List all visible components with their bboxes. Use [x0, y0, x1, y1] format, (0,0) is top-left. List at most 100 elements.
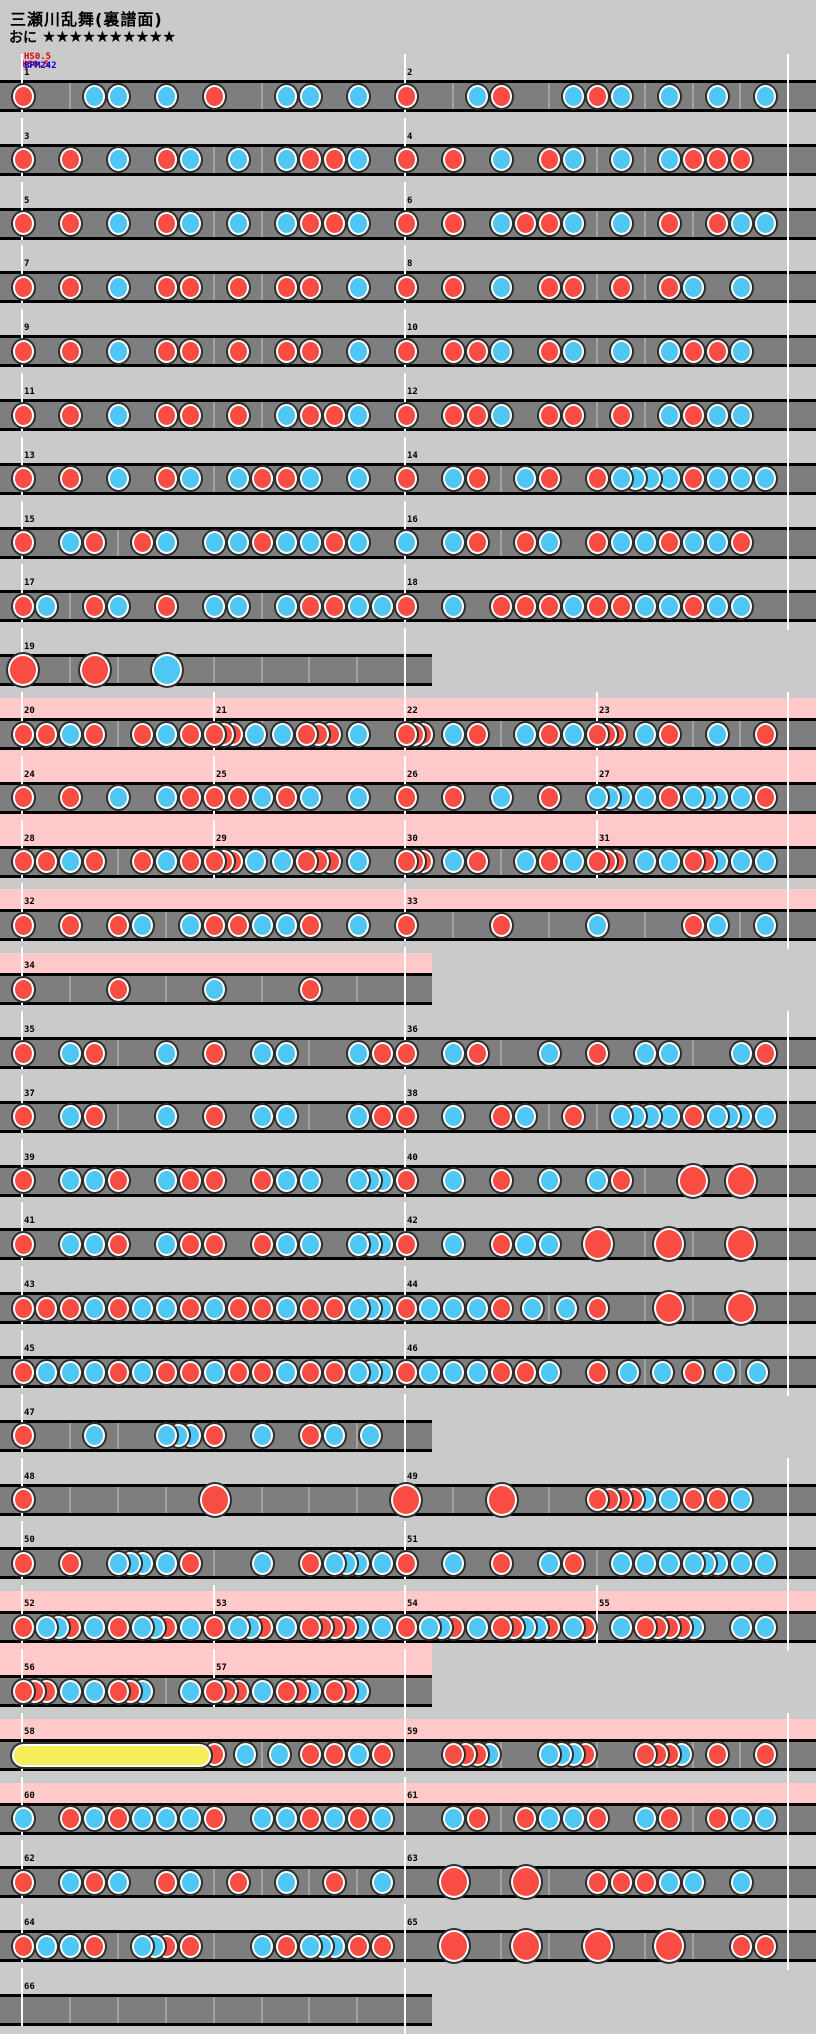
measure-number: 2 [407, 68, 413, 78]
don-note [108, 1169, 129, 1192]
ka-note [156, 85, 177, 108]
ka-note [108, 276, 129, 299]
measure-line [21, 181, 23, 240]
ka-note [156, 1552, 177, 1575]
ka-note [618, 1361, 639, 1384]
don-note [180, 340, 201, 363]
ka-note [587, 786, 608, 809]
don-note [180, 1297, 201, 1320]
ka-note [156, 723, 177, 746]
ka-note [755, 850, 776, 873]
don-note [515, 531, 536, 554]
ka-note [652, 1361, 673, 1384]
cell-line [500, 1933, 502, 1960]
cell-line [596, 1103, 598, 1130]
measure-line [404, 1776, 406, 1835]
cell-line [213, 210, 215, 237]
don-note [300, 978, 321, 1001]
don-note [396, 1297, 417, 1320]
cell-line [644, 912, 646, 939]
ka-note [324, 1807, 345, 1830]
big-don-note [80, 654, 110, 686]
measure-line [21, 1649, 23, 1707]
measure-line [404, 755, 406, 814]
ka-note [348, 1361, 369, 1384]
cell-line [213, 1550, 215, 1577]
measure-bar [0, 1994, 432, 2026]
ka-note [707, 85, 728, 108]
ka-note [683, 1552, 704, 1575]
ka-note [372, 595, 393, 618]
ka-note [269, 1743, 290, 1766]
ka-note [156, 1105, 177, 1128]
don-note [539, 340, 560, 363]
measure-line [596, 819, 598, 878]
measure-number: 16 [407, 514, 418, 525]
ka-note [300, 1169, 321, 1192]
ka-note [683, 1871, 704, 1894]
measure-line [21, 819, 23, 878]
ka-note [276, 404, 297, 427]
ka-note [755, 85, 776, 108]
cell-line [500, 529, 502, 556]
cell-line [644, 1295, 646, 1322]
measure-end-line [787, 1521, 789, 1588]
measure-number: 15 [24, 514, 35, 525]
cell-line [213, 1933, 215, 1960]
don-note [276, 1680, 297, 1703]
measure-bar [0, 654, 432, 687]
don-note [396, 467, 417, 490]
cell-line [117, 1997, 119, 2023]
ka-note [683, 531, 704, 554]
don-note [60, 276, 81, 299]
ka-note [84, 1424, 105, 1447]
ka-note [443, 723, 464, 746]
ka-note [563, 595, 584, 618]
cell-line [165, 912, 167, 939]
measure-end-line [787, 500, 789, 567]
measure-number: 60 [24, 1790, 35, 1801]
ka-note [659, 1871, 680, 1894]
gogo-band [0, 1782, 816, 1803]
cell-line [739, 1741, 741, 1768]
ka-note [731, 1042, 752, 1065]
ka-note [36, 595, 57, 618]
don-note [60, 340, 81, 363]
measure-number: 17 [24, 578, 35, 589]
ka-note [276, 1871, 297, 1894]
measure-number: 62 [24, 1854, 35, 1865]
measure-number: 1 [24, 68, 30, 78]
don-note [276, 276, 297, 299]
measure-end-line [404, 628, 406, 695]
measure-number: 21 [216, 706, 227, 716]
don-note [396, 914, 417, 937]
ka-note [252, 1042, 273, 1065]
cell-line [261, 657, 263, 684]
don-note [396, 850, 417, 873]
don-note [611, 595, 632, 618]
ka-note [443, 850, 464, 873]
don-note [611, 404, 632, 427]
cell-line [692, 210, 694, 237]
measure-number: 45 [24, 1344, 35, 1354]
ka-note [108, 1871, 129, 1894]
measure-number: 40 [407, 1152, 418, 1163]
ka-note [372, 1552, 393, 1575]
cell-line [261, 1869, 263, 1896]
ka-note [714, 1361, 735, 1384]
cell-line [117, 1422, 119, 1449]
don-note [587, 850, 608, 873]
measure-number: 29 [216, 833, 227, 844]
don-note [13, 1935, 34, 1958]
ka-note [252, 1552, 273, 1575]
big-don-note [654, 1930, 684, 1962]
cell-line [308, 1486, 310, 1513]
cell-line [261, 1741, 263, 1768]
cell-line [596, 146, 598, 173]
don-note [180, 786, 201, 809]
ka-note [276, 212, 297, 235]
ka-note [60, 1935, 81, 1958]
measure-end-line [787, 54, 789, 120]
hs-label: HS0.5 [24, 52, 52, 62]
